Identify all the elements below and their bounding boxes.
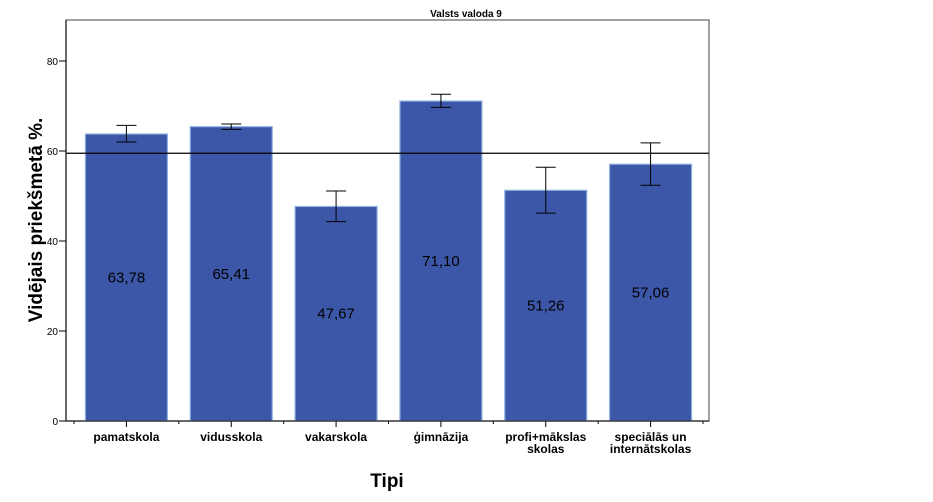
- x-axis-label: Tipi: [370, 471, 403, 492]
- plot-frame: [65, 19, 710, 422]
- chart-title: Valsts valoda 9: [430, 9, 502, 20]
- y-tick-label: 20: [47, 327, 59, 338]
- y-tick-label: 60: [47, 147, 59, 158]
- x-tick-label: vakarskola: [305, 430, 367, 444]
- x-tick-label: vidusskola: [200, 430, 262, 444]
- x-tick-label: profi+mākslas: [505, 430, 586, 444]
- data-label: 71,10: [422, 253, 460, 270]
- data-label: 63,78: [108, 269, 146, 286]
- x-tick-label: speciālās un: [615, 430, 687, 444]
- x-tick-label: internātskolas: [610, 442, 692, 456]
- data-label: 47,67: [317, 306, 355, 323]
- bar: [84, 133, 169, 422]
- bar: [294, 205, 378, 422]
- x-tick-label: pamatskola: [93, 430, 159, 444]
- bar: [504, 189, 588, 422]
- y-tick-label: 40: [47, 237, 59, 248]
- data-label: 57,06: [632, 285, 670, 302]
- bar: [399, 100, 483, 422]
- data-label: 51,26: [527, 298, 565, 315]
- y-axis-label: Vidējais priekšmetā %.: [26, 118, 47, 323]
- x-tick-label: skolas: [527, 442, 565, 456]
- y-tick-label: 0: [52, 417, 58, 428]
- data-label: 65,41: [212, 266, 250, 283]
- x-tick-label: ģimnāzija: [414, 430, 469, 444]
- y-tick-label: 80: [47, 57, 59, 68]
